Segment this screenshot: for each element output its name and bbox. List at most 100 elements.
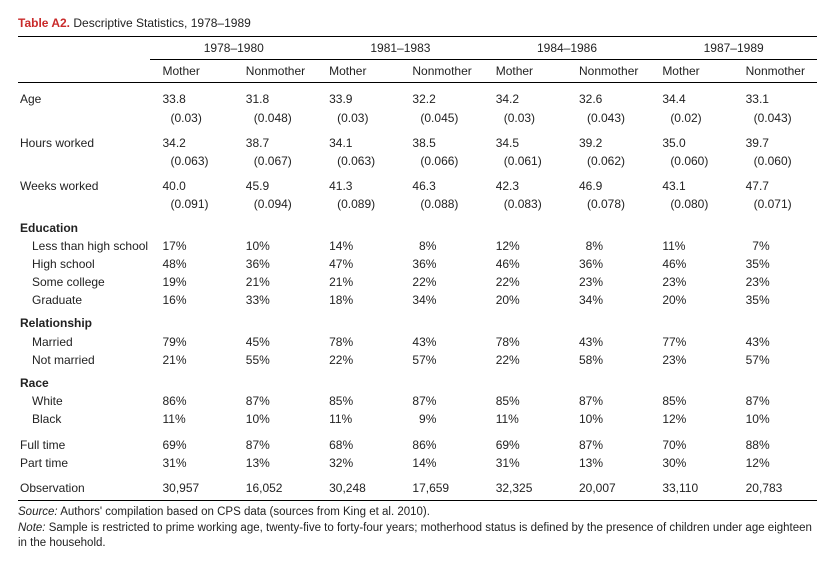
value-cell: 43.1 [650,177,733,195]
value-cell: 57% [734,351,817,369]
table-row: Part time31%13%32%14%31%13%30%12% [18,454,817,472]
period-header: 1987–1989 [650,37,817,60]
value-cell: 32.2 [400,90,483,108]
value-cell [734,170,817,177]
value-cell [234,127,317,134]
value-cell: 46.9 [567,177,650,195]
value-cell: 78% [317,333,400,351]
table-row: Education [18,214,817,237]
row-label: Weeks worked [18,177,150,195]
table-row [18,472,817,479]
value-cell: 36% [400,255,483,273]
value-cell: 14% [400,454,483,472]
value-cell [650,309,733,332]
table-row: Not married21%55%22%57%22%58%23%57% [18,351,817,369]
value-cell [484,214,567,237]
std-error: (0.089) [317,195,400,213]
row-label: Education [18,214,150,237]
value-cell: 23% [734,273,817,291]
value-cell: 33.9 [317,90,400,108]
value-cell [400,127,483,134]
value-cell [484,170,567,177]
value-cell: 48% [150,255,233,273]
table-row: Some college19%21%21%22%22%23%23%23% [18,273,817,291]
table-row: Black11%10%11% 9%11%10%12%10% [18,410,817,428]
value-cell: 14% [317,237,400,255]
value-cell: 85% [484,392,567,410]
value-cell: 45.9 [234,177,317,195]
table-row: White86%87%85%87%85%87%85%87% [18,392,817,410]
value-cell: 69% [150,436,233,454]
value-cell [734,214,817,237]
table-row: Hours worked34.238.734.138.534.539.235.0… [18,134,817,152]
value-cell [150,214,233,237]
value-cell: 40.0 [150,177,233,195]
value-cell: 20% [650,291,733,309]
value-cell [650,472,733,479]
footnote-text: Sample is restricted to prime working ag… [18,522,812,550]
value-cell [317,309,400,332]
value-cell: 21% [317,273,400,291]
value-cell [234,309,317,332]
header-blank [18,60,150,83]
std-error: (0.078) [567,195,650,213]
std-error: (0.03) [150,109,233,127]
value-cell: 10% [567,410,650,428]
row-label [18,429,150,436]
value-cell [484,83,567,91]
value-cell: 88% [734,436,817,454]
value-cell [567,170,650,177]
std-error: (0.043) [567,109,650,127]
value-cell [234,83,317,91]
value-cell [150,309,233,332]
table-row: Less than high school17%10%14% 8%12% 8%1… [18,237,817,255]
value-cell: 34.1 [317,134,400,152]
value-cell: 33,110 [650,479,733,501]
value-cell [400,369,483,392]
std-error: (0.063) [317,152,400,170]
header-blank [18,37,150,60]
period-header: 1981–1983 [317,37,484,60]
value-cell: 21% [234,273,317,291]
value-cell [400,309,483,332]
value-cell: 34.2 [150,134,233,152]
value-cell: 21% [150,351,233,369]
value-cell: 38.7 [234,134,317,152]
std-error: (0.03) [484,109,567,127]
row-label: Part time [18,454,150,472]
value-cell: 7% [734,237,817,255]
value-cell: 31% [484,454,567,472]
std-error: (0.091) [150,195,233,213]
value-cell [150,83,233,91]
value-cell: 34.5 [484,134,567,152]
row-label: Race [18,369,150,392]
value-cell [400,472,483,479]
value-cell: 20,007 [567,479,650,501]
value-cell: 47% [317,255,400,273]
row-label [18,195,150,213]
value-cell [484,429,567,436]
value-cell: 22% [317,351,400,369]
row-label [18,127,150,134]
value-cell [484,369,567,392]
value-cell: 22% [484,351,567,369]
period-header: 1978–1980 [150,37,317,60]
subhead: Nonmother [400,60,483,83]
value-cell [650,170,733,177]
value-cell: 39.7 [734,134,817,152]
value-cell: 68% [317,436,400,454]
subhead: Nonmother [567,60,650,83]
value-cell: 18% [317,291,400,309]
value-cell [484,127,567,134]
value-cell: 78% [484,333,567,351]
table-label: Table A2. [18,16,70,30]
value-cell: 12% [734,454,817,472]
value-cell: 39.2 [567,134,650,152]
std-error: (0.066) [400,152,483,170]
value-cell: 17,659 [400,479,483,501]
period-header: 1984–1986 [484,37,651,60]
value-cell: 46% [650,255,733,273]
value-cell [317,83,400,91]
value-cell: 19% [150,273,233,291]
value-cell: 42.3 [484,177,567,195]
